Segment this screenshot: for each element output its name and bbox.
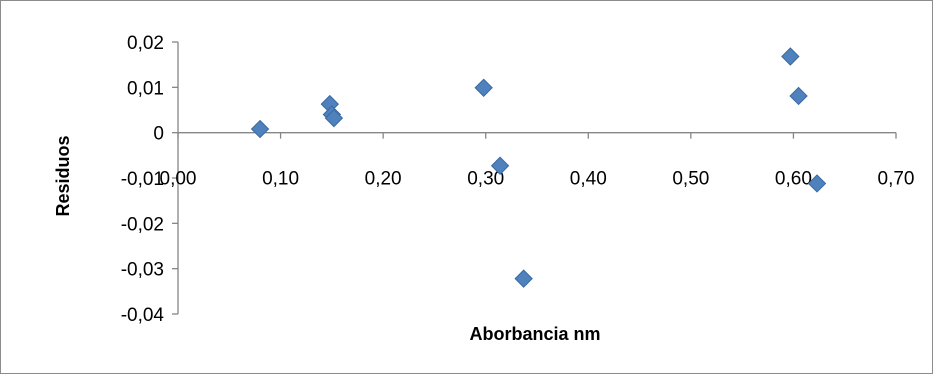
data-point xyxy=(324,108,344,128)
y-tick-label: 0,02 xyxy=(127,33,164,54)
data-point xyxy=(250,119,270,139)
data-point xyxy=(514,269,533,288)
data-point xyxy=(474,78,493,97)
y-tick-label: -0,04 xyxy=(121,305,165,326)
data-point xyxy=(807,174,827,193)
x-tick-label: 0,70 xyxy=(878,169,915,190)
y-axis-title: Residuos xyxy=(53,135,73,216)
data-point xyxy=(789,86,808,106)
x-tick-label: 0,00 xyxy=(160,169,197,190)
x-tick-label: 0,60 xyxy=(775,169,812,190)
y-tick-label: 0 xyxy=(153,124,164,145)
data-point xyxy=(490,156,510,175)
x-tick-label: 0,30 xyxy=(467,169,504,190)
x-tick-label: 0,20 xyxy=(365,169,402,190)
y-tick-label: -0,01 xyxy=(121,169,164,190)
data-markers xyxy=(250,47,827,288)
y-tick-label: 0,01 xyxy=(127,78,164,99)
x-tick-label: 0,50 xyxy=(672,169,709,190)
x-tick-label: 0,40 xyxy=(570,169,607,190)
axes xyxy=(172,41,897,315)
x-axis-title: Aborbancia nm xyxy=(469,324,600,344)
tick-labels: 0,02 0,01 0 -0,01 -0,02 -0,03 -0,04 0,00 0,10 0,2… xyxy=(121,33,915,326)
y-tick-label: -0,03 xyxy=(121,260,164,281)
data-point xyxy=(781,47,800,66)
x-tick-label: 0,10 xyxy=(262,169,299,190)
y-tick-label: -0,02 xyxy=(121,214,164,235)
